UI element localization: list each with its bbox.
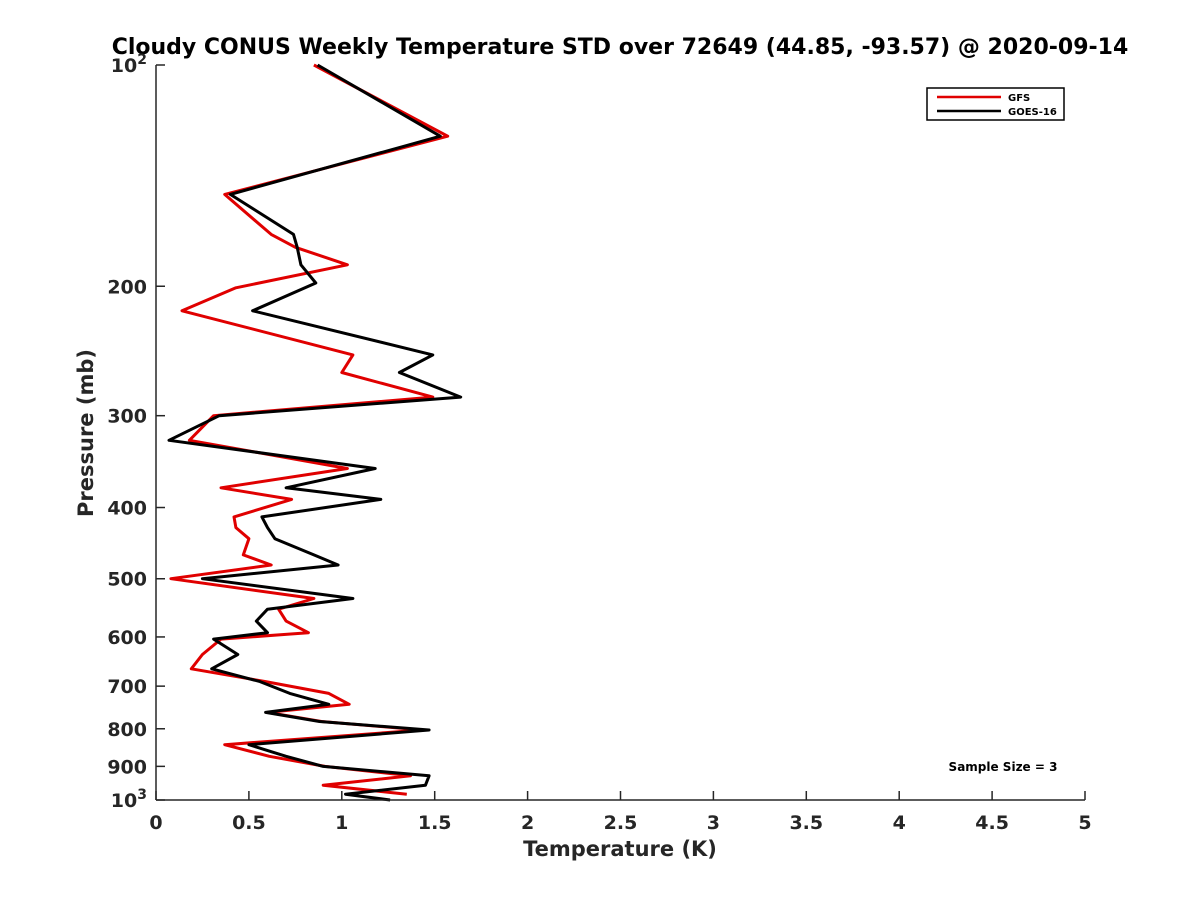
- y-tick-label: 700: [107, 676, 147, 698]
- x-tick-label: 2: [521, 812, 534, 834]
- y-tick-label: 103: [111, 787, 147, 812]
- y-ticks: 102 200 300 400 500 600 700 800 900 103: [107, 52, 165, 812]
- chart-title: Cloudy CONUS Weekly Temperature STD over…: [112, 35, 1129, 60]
- y-tick-label: 300: [107, 406, 147, 428]
- plot-area: [156, 65, 1085, 800]
- x-tick-label: 0.5: [232, 812, 266, 834]
- y-tick-label: 800: [107, 719, 147, 741]
- y-tick-label: 102: [111, 52, 147, 77]
- x-tick-label: 3.5: [789, 812, 823, 834]
- x-tick-label: 1: [335, 812, 348, 834]
- legend-box: [926, 87, 1065, 121]
- y-tick-label: 400: [107, 498, 147, 520]
- x-tick-label: 4: [893, 812, 906, 834]
- x-tick-label: 3: [707, 812, 720, 834]
- y-axis-label: Pressure (mb): [74, 349, 98, 517]
- series-layer: [167, 63, 463, 802]
- y-tick-label: 200: [107, 276, 147, 298]
- x-tick-label: 1.5: [418, 812, 452, 834]
- x-tick-label: 2.5: [604, 812, 638, 834]
- legend-label-goes16: GOES-16: [1008, 107, 1057, 118]
- legend-label-gfs: GFS: [1008, 93, 1030, 104]
- sample-size-annotation: Sample Size = 3: [949, 760, 1058, 774]
- y-tick-label: 500: [107, 569, 147, 591]
- legend: GFS GOES-16: [926, 87, 1065, 121]
- y-tick-label: 600: [107, 627, 147, 649]
- x-tick-label: 4.5: [975, 812, 1009, 834]
- x-tick-label: 0: [149, 812, 162, 834]
- x-tick-label: 5: [1078, 812, 1091, 834]
- series-line-goes16: [167, 63, 463, 802]
- y-tick-label: 900: [107, 756, 147, 778]
- x-axis-label: Temperature (K): [523, 837, 717, 861]
- x-ticks: 0 0.5 1 1.5 2 2.5 3 3.5 4 4.5 5: [149, 791, 1092, 834]
